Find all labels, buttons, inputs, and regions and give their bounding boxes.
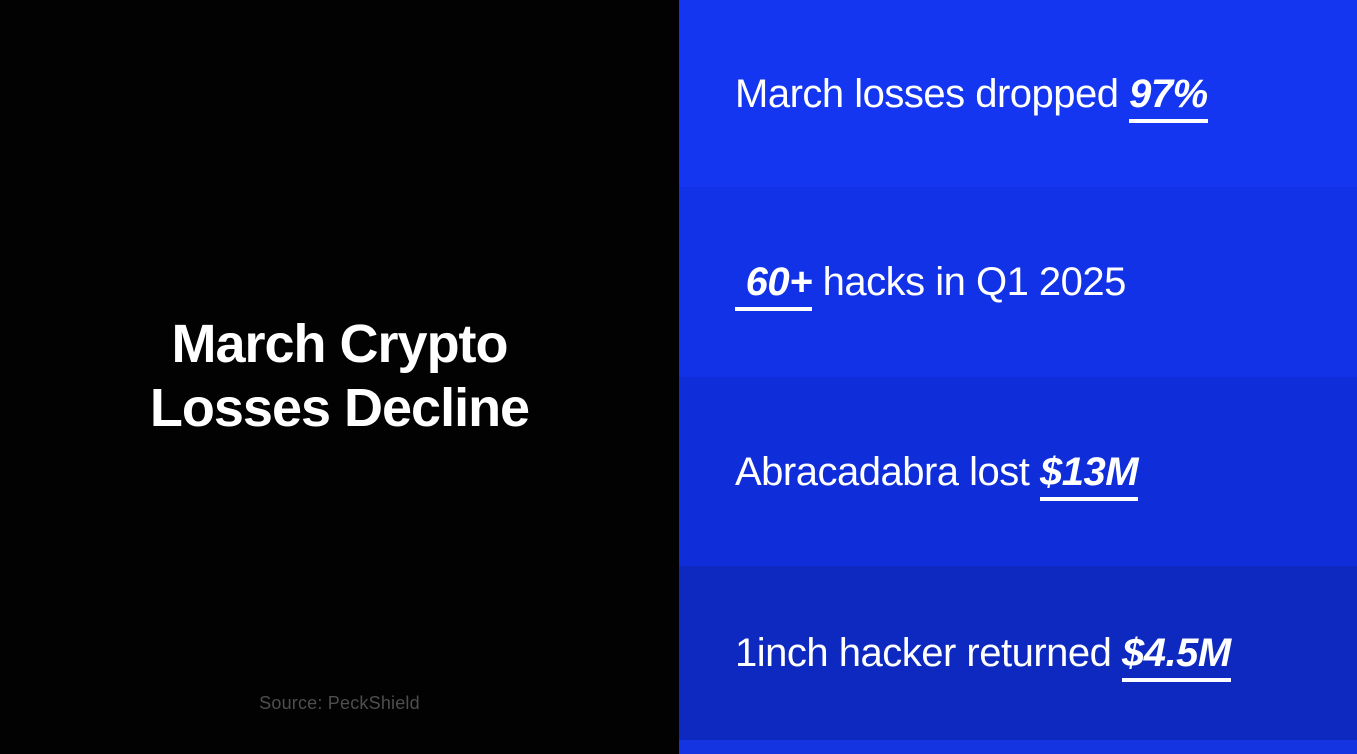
- stat-text: Abracadabra lost $13M: [735, 448, 1139, 501]
- title-line-2: Losses Decline: [149, 378, 530, 438]
- stat-row: Abracadabra lost $13M: [679, 377, 1357, 566]
- stat-text: March losses dropped 97%: [735, 70, 1208, 123]
- left-panel: March Crypto Losses Decline Source: Peck…: [149, 313, 531, 713]
- stat-prefix: 1inch hacker returned: [735, 631, 1123, 675]
- stat-prefix: March losses dropped: [735, 71, 1130, 116]
- stat-text: 60+ hacks in Q1 2025: [735, 258, 1127, 311]
- stat-highlight: 60+: [735, 260, 812, 311]
- stat-highlight: $4.5M: [1122, 631, 1231, 682]
- stat-highlight: $13M: [1040, 449, 1139, 501]
- stat-row: 1inch hacker returned $4.5M: [679, 566, 1357, 740]
- stat-row: 60+ hacks in Q1 2025: [679, 187, 1357, 377]
- stat-row: March losses dropped 97%: [679, 0, 1357, 187]
- stat-prefix: Abracadabra lost: [735, 449, 1041, 494]
- title-line-1: March Crypto: [171, 314, 508, 375]
- stats-panel: March losses dropped 97% 60+ hacks in Q1…: [679, 0, 1357, 754]
- page-title: March Crypto Losses Decline: [149, 313, 530, 440]
- source-credit: Source: PeckShield: [259, 693, 420, 713]
- stat-highlight: 97%: [1129, 71, 1208, 123]
- stat-text: 1inch hacker returned $4.5M: [735, 629, 1231, 682]
- partial-next-row: [679, 740, 1357, 754]
- stat-suffix: hacks in Q1 2025: [811, 260, 1127, 304]
